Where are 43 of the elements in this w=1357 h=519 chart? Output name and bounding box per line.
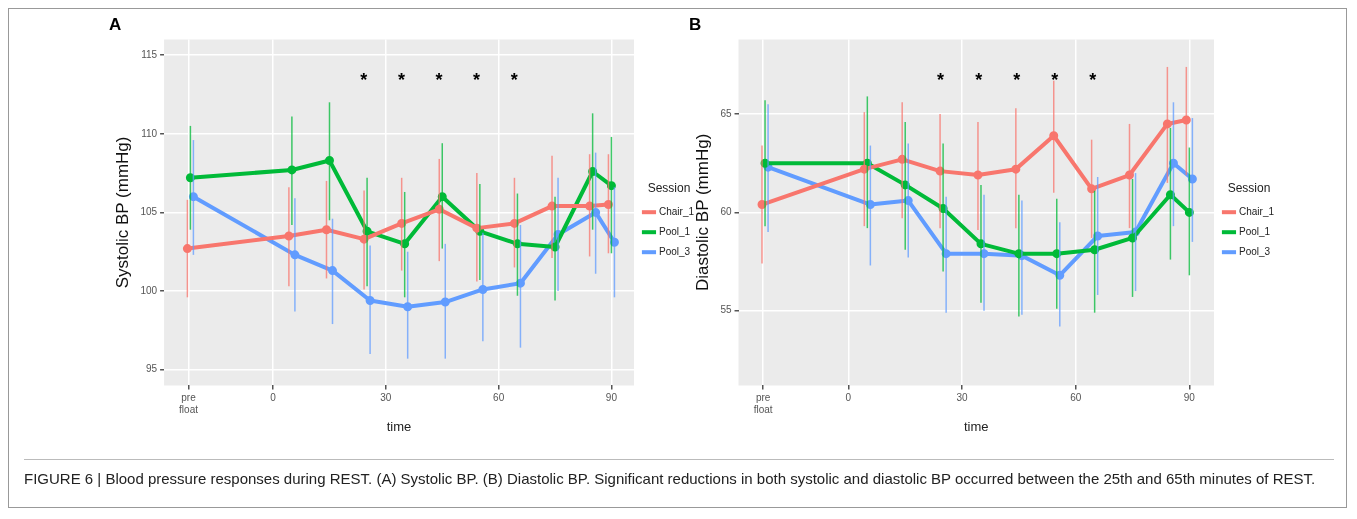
y-axis-title: Systolic BP (mmHg) — [112, 136, 132, 289]
annotation: * — [397, 69, 405, 90]
legend-label: Pool_3 — [658, 245, 691, 257]
y-tick-label: 95 — [145, 363, 158, 375]
y-axis-title: Diastolic BP (mmHg) — [692, 133, 712, 292]
legend-label: Chair_1 — [1238, 205, 1275, 217]
x-axis-title: time — [386, 418, 412, 434]
legend-label: Chair_1 — [658, 205, 695, 217]
y-tick-label: 65 — [720, 107, 732, 119]
annotation: * — [473, 69, 481, 90]
y-tick-label: 115 — [141, 48, 158, 60]
legend-title: Session — [647, 181, 691, 196]
x-tick-label: 0 — [845, 392, 852, 404]
annotation: * — [1013, 69, 1021, 90]
annotation: * — [937, 69, 945, 90]
y-tick-label: 110 — [141, 127, 158, 139]
y-tick-label: 60 — [720, 206, 732, 218]
x-tick-label: 30 — [956, 392, 969, 404]
chart-title: B — [689, 14, 702, 34]
x-axis-title: time — [963, 418, 989, 434]
y-tick-label: 55 — [720, 304, 732, 316]
annotation: * — [435, 69, 443, 90]
x-tick-label: 30 — [380, 392, 392, 404]
annotation: * — [1051, 69, 1059, 90]
chart-title: A — [109, 14, 122, 34]
x-tick-label: pre float — [753, 392, 773, 416]
x-tick-label: pre float — [179, 392, 199, 416]
x-tick-label: 60 — [493, 392, 505, 404]
legend-label: Pool_1 — [658, 225, 691, 237]
legend-title: Session — [1227, 181, 1271, 196]
annotation: * — [975, 69, 983, 90]
legend-label: Pool_3 — [1238, 245, 1271, 257]
y-tick-label: 100 — [140, 284, 158, 296]
caption: FIGURE 6 | Blood pressure responses during REST. (A) Systolic BP. (B) Diastolic BP. Significant reductions in both systolic and diastolic BP occurred between the 25th and 65th minutes of REST. — [24, 459, 1334, 490]
annotation: * — [1089, 69, 1097, 90]
x-tick-label: 60 — [1070, 392, 1082, 404]
annotation: * — [360, 69, 368, 90]
legend-label: Pool_1 — [1238, 225, 1271, 237]
y-tick-label: 105 — [140, 206, 158, 218]
x-tick-label: 0 — [270, 392, 277, 404]
x-tick-label: 90 — [605, 392, 618, 404]
x-tick-label: 90 — [1183, 392, 1196, 404]
annotation: * — [510, 69, 518, 90]
